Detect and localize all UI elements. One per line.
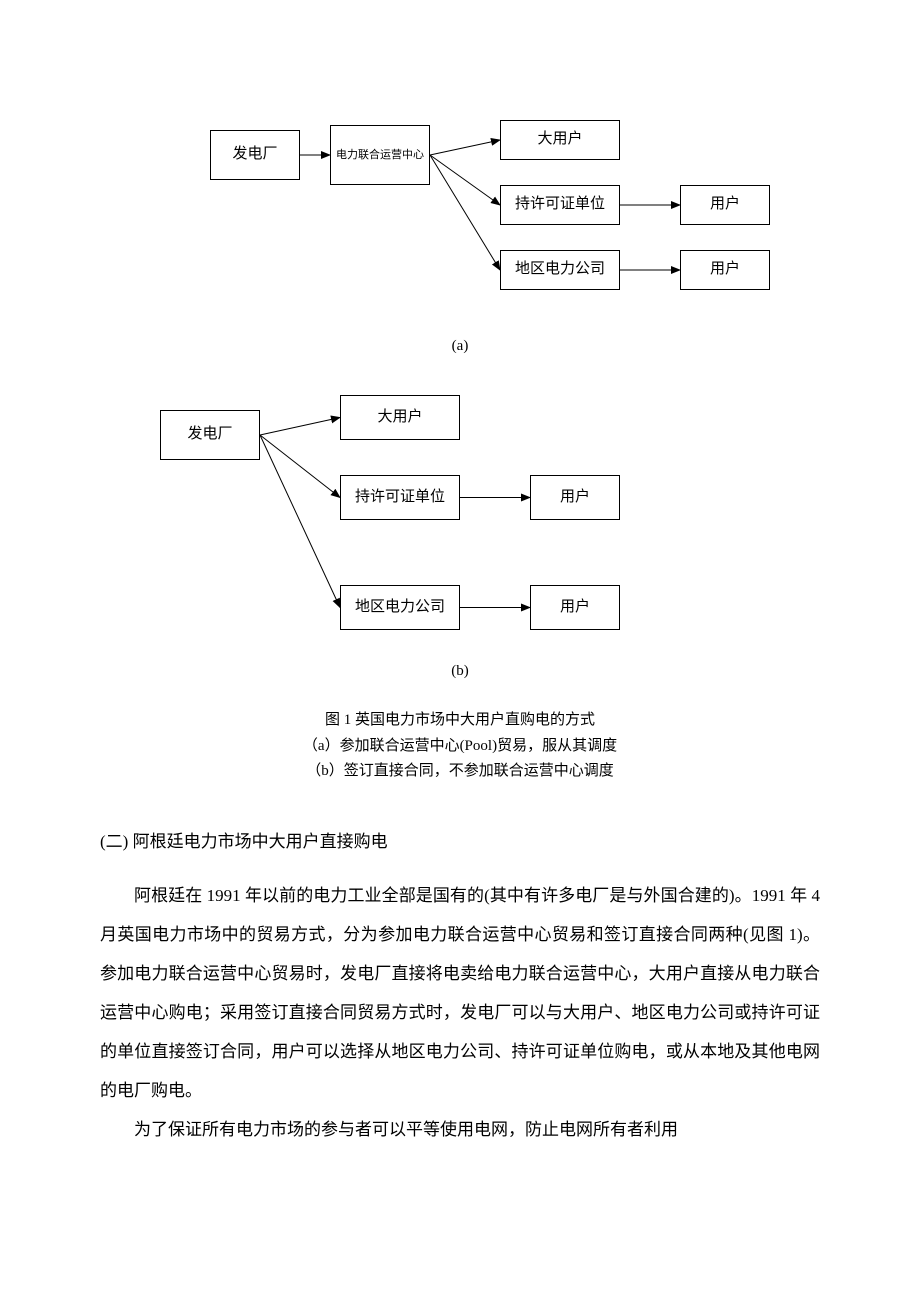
caption-line-b: （b）签订直接合同，不参加联合运营中心调度 [100, 759, 820, 785]
flowchart-node: 用户 [530, 585, 620, 630]
flowchart-node: 用户 [680, 250, 770, 290]
caption-title: 图 1 英国电力市场中大用户直购电的方式 [100, 708, 820, 734]
diagram-b-label: (b) [100, 663, 820, 680]
flowchart-node: 大用户 [500, 120, 620, 160]
flowchart-node: 地区电力公司 [500, 250, 620, 290]
flowchart-node: 发电厂 [210, 130, 300, 180]
flowchart-node: 电力联合运营中心 [330, 125, 430, 185]
figure-caption: 图 1 英国电力市场中大用户直购电的方式 （a）参加联合运营中心(Pool)贸易… [100, 708, 820, 785]
flowchart-node: 用户 [530, 475, 620, 520]
flowchart-node: 用户 [680, 185, 770, 225]
section-heading: (二) 阿根廷电力市场中大用户直接购电 [100, 827, 820, 852]
flowchart-node: 大用户 [340, 395, 460, 440]
paragraph: 为了保证所有电力市场的参与者可以平等使用电网，防止电网所有者利用 [100, 1110, 820, 1149]
paragraph: 阿根廷在 1991 年以前的电力工业全部是国有的(其中有许多电厂是与外国合建的)… [100, 876, 820, 1111]
flowchart-node: 地区电力公司 [340, 585, 460, 630]
flowchart-edge [260, 435, 340, 608]
diagram-a-label: (a) [100, 338, 820, 355]
flowchart-edge [430, 155, 500, 270]
flowchart-node: 持许可证单位 [500, 185, 620, 225]
page-container: 发电厂电力联合运营中心大用户持许可证单位地区电力公司用户用户 (a) 发电厂大用… [0, 0, 920, 1209]
flowchart-edge [260, 418, 340, 436]
flowchart-edge [430, 155, 500, 205]
flowchart-edge [430, 140, 500, 155]
flowchart-node: 发电厂 [160, 410, 260, 460]
flowchart-edge [260, 435, 340, 498]
caption-line-a: （a）参加联合运营中心(Pool)贸易，服从其调度 [100, 734, 820, 760]
body-text: 阿根廷在 1991 年以前的电力工业全部是国有的(其中有许多电厂是与外国合建的)… [100, 876, 820, 1150]
flowchart-node: 持许可证单位 [340, 475, 460, 520]
diagram-a: 发电厂电力联合运营中心大用户持许可证单位地区电力公司用户用户 [210, 120, 810, 330]
diagram-b: 发电厂大用户持许可证单位地区电力公司用户用户 [160, 395, 660, 655]
